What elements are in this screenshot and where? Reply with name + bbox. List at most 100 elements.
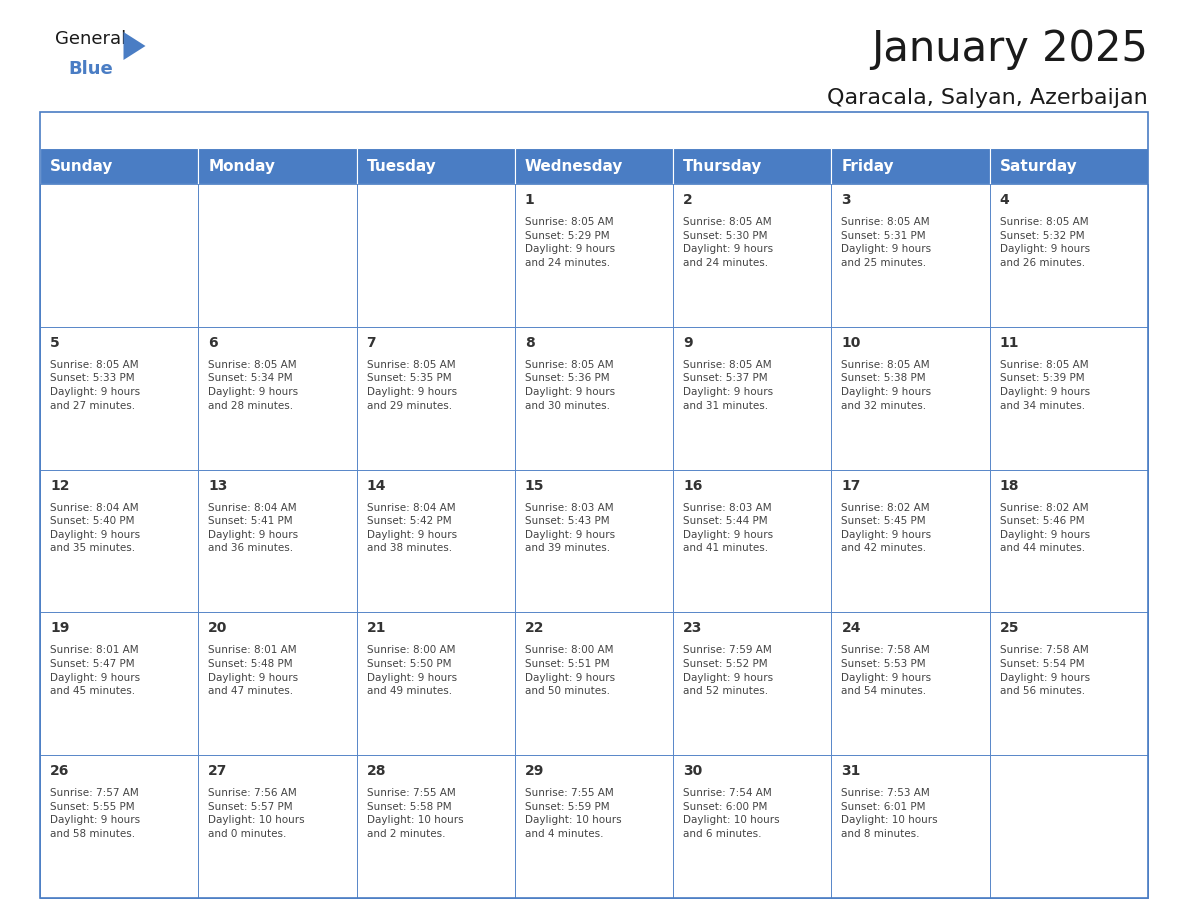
Text: Sunrise: 8:05 AM
Sunset: 5:29 PM
Daylight: 9 hours
and 24 minutes.: Sunrise: 8:05 AM Sunset: 5:29 PM Dayligh…	[525, 217, 615, 268]
Bar	[198, 470, 356, 612]
Text: Sunrise: 8:02 AM
Sunset: 5:45 PM
Daylight: 9 hours
and 42 minutes.: Sunrise: 8:02 AM Sunset: 5:45 PM Dayligh…	[841, 502, 931, 554]
Bar	[198, 327, 356, 470]
Bar	[990, 470, 1148, 612]
Bar	[514, 756, 674, 898]
Polygon shape	[124, 32, 145, 60]
Bar	[40, 327, 198, 470]
Text: Sunrise: 7:55 AM
Sunset: 5:59 PM
Daylight: 10 hours
and 4 minutes.: Sunrise: 7:55 AM Sunset: 5:59 PM Dayligh…	[525, 789, 621, 839]
Text: Sunrise: 8:05 AM
Sunset: 5:34 PM
Daylight: 9 hours
and 28 minutes.: Sunrise: 8:05 AM Sunset: 5:34 PM Dayligh…	[208, 360, 298, 410]
Text: Sunrise: 8:05 AM
Sunset: 5:33 PM
Daylight: 9 hours
and 27 minutes.: Sunrise: 8:05 AM Sunset: 5:33 PM Dayligh…	[50, 360, 140, 410]
Bar	[356, 327, 514, 470]
Text: 13: 13	[208, 478, 228, 493]
Text: 18: 18	[1000, 478, 1019, 493]
Text: 2: 2	[683, 193, 693, 207]
Text: Sunrise: 8:05 AM
Sunset: 5:36 PM
Daylight: 9 hours
and 30 minutes.: Sunrise: 8:05 AM Sunset: 5:36 PM Dayligh…	[525, 360, 615, 410]
Text: Sunrise: 8:05 AM
Sunset: 5:32 PM
Daylight: 9 hours
and 26 minutes.: Sunrise: 8:05 AM Sunset: 5:32 PM Dayligh…	[1000, 217, 1089, 268]
Bar	[990, 327, 1148, 470]
Text: 26: 26	[50, 764, 69, 778]
Text: Sunrise: 8:04 AM
Sunset: 5:40 PM
Daylight: 9 hours
and 35 minutes.: Sunrise: 8:04 AM Sunset: 5:40 PM Dayligh…	[50, 502, 140, 554]
Text: Sunrise: 8:03 AM
Sunset: 5:43 PM
Daylight: 9 hours
and 39 minutes.: Sunrise: 8:03 AM Sunset: 5:43 PM Dayligh…	[525, 502, 615, 554]
Text: 5: 5	[50, 336, 59, 350]
Text: January 2025: January 2025	[871, 28, 1148, 70]
Text: Sunday: Sunday	[50, 159, 113, 174]
Text: 14: 14	[367, 478, 386, 493]
Text: Qaracala, Salyan, Azerbaijan: Qaracala, Salyan, Azerbaijan	[827, 88, 1148, 108]
Text: Sunrise: 8:01 AM
Sunset: 5:48 PM
Daylight: 9 hours
and 47 minutes.: Sunrise: 8:01 AM Sunset: 5:48 PM Dayligh…	[208, 645, 298, 696]
Text: 9: 9	[683, 336, 693, 350]
Text: Sunrise: 8:05 AM
Sunset: 5:30 PM
Daylight: 9 hours
and 24 minutes.: Sunrise: 8:05 AM Sunset: 5:30 PM Dayligh…	[683, 217, 773, 268]
Text: 29: 29	[525, 764, 544, 778]
Bar	[40, 148, 198, 184]
Text: Friday: Friday	[841, 159, 895, 174]
Text: 21: 21	[367, 621, 386, 635]
Text: Sunrise: 8:04 AM
Sunset: 5:42 PM
Daylight: 9 hours
and 38 minutes.: Sunrise: 8:04 AM Sunset: 5:42 PM Dayligh…	[367, 502, 456, 554]
Text: 22: 22	[525, 621, 544, 635]
Bar	[832, 612, 990, 756]
Bar	[514, 148, 674, 184]
Bar	[832, 470, 990, 612]
Bar	[356, 612, 514, 756]
Bar	[674, 184, 832, 327]
Bar	[40, 612, 198, 756]
Bar	[198, 612, 356, 756]
Text: 31: 31	[841, 764, 861, 778]
Text: 19: 19	[50, 621, 69, 635]
Text: 3: 3	[841, 193, 851, 207]
Text: Sunrise: 7:55 AM
Sunset: 5:58 PM
Daylight: 10 hours
and 2 minutes.: Sunrise: 7:55 AM Sunset: 5:58 PM Dayligh…	[367, 789, 463, 839]
Text: Blue: Blue	[68, 60, 113, 78]
Text: Sunrise: 7:59 AM
Sunset: 5:52 PM
Daylight: 9 hours
and 52 minutes.: Sunrise: 7:59 AM Sunset: 5:52 PM Dayligh…	[683, 645, 773, 696]
Text: Sunrise: 8:05 AM
Sunset: 5:39 PM
Daylight: 9 hours
and 34 minutes.: Sunrise: 8:05 AM Sunset: 5:39 PM Dayligh…	[1000, 360, 1089, 410]
Text: 8: 8	[525, 336, 535, 350]
Bar	[674, 756, 832, 898]
Text: 24: 24	[841, 621, 861, 635]
Text: Monday: Monday	[208, 159, 276, 174]
Bar	[514, 612, 674, 756]
Text: Sunrise: 8:00 AM
Sunset: 5:50 PM
Daylight: 9 hours
and 49 minutes.: Sunrise: 8:00 AM Sunset: 5:50 PM Dayligh…	[367, 645, 456, 696]
Bar	[198, 756, 356, 898]
Text: 27: 27	[208, 764, 228, 778]
Bar	[832, 184, 990, 327]
Text: Sunrise: 7:58 AM
Sunset: 5:53 PM
Daylight: 9 hours
and 54 minutes.: Sunrise: 7:58 AM Sunset: 5:53 PM Dayligh…	[841, 645, 931, 696]
Text: Saturday: Saturday	[1000, 159, 1078, 174]
Text: Sunrise: 7:54 AM
Sunset: 6:00 PM
Daylight: 10 hours
and 6 minutes.: Sunrise: 7:54 AM Sunset: 6:00 PM Dayligh…	[683, 789, 779, 839]
Bar	[356, 148, 514, 184]
Text: Sunrise: 8:05 AM
Sunset: 5:35 PM
Daylight: 9 hours
and 29 minutes.: Sunrise: 8:05 AM Sunset: 5:35 PM Dayligh…	[367, 360, 456, 410]
Text: Sunrise: 8:02 AM
Sunset: 5:46 PM
Daylight: 9 hours
and 44 minutes.: Sunrise: 8:02 AM Sunset: 5:46 PM Dayligh…	[1000, 502, 1089, 554]
Bar	[198, 184, 356, 327]
Text: Sunrise: 8:01 AM
Sunset: 5:47 PM
Daylight: 9 hours
and 45 minutes.: Sunrise: 8:01 AM Sunset: 5:47 PM Dayligh…	[50, 645, 140, 696]
Text: Sunrise: 8:05 AM
Sunset: 5:37 PM
Daylight: 9 hours
and 31 minutes.: Sunrise: 8:05 AM Sunset: 5:37 PM Dayligh…	[683, 360, 773, 410]
Text: 20: 20	[208, 621, 228, 635]
Bar	[674, 148, 832, 184]
Text: 16: 16	[683, 478, 702, 493]
Text: 30: 30	[683, 764, 702, 778]
Text: 28: 28	[367, 764, 386, 778]
Bar	[514, 184, 674, 327]
Bar	[990, 756, 1148, 898]
Bar	[674, 470, 832, 612]
Text: 17: 17	[841, 478, 861, 493]
Text: 15: 15	[525, 478, 544, 493]
Bar	[356, 184, 514, 327]
Bar	[356, 470, 514, 612]
Bar	[356, 756, 514, 898]
Text: Sunrise: 8:05 AM
Sunset: 5:38 PM
Daylight: 9 hours
and 32 minutes.: Sunrise: 8:05 AM Sunset: 5:38 PM Dayligh…	[841, 360, 931, 410]
Bar	[40, 184, 198, 327]
Bar	[832, 148, 990, 184]
Text: 10: 10	[841, 336, 861, 350]
Bar	[990, 184, 1148, 327]
Text: Sunrise: 7:58 AM
Sunset: 5:54 PM
Daylight: 9 hours
and 56 minutes.: Sunrise: 7:58 AM Sunset: 5:54 PM Dayligh…	[1000, 645, 1089, 696]
Bar	[514, 327, 674, 470]
Text: Sunrise: 8:00 AM
Sunset: 5:51 PM
Daylight: 9 hours
and 50 minutes.: Sunrise: 8:00 AM Sunset: 5:51 PM Dayligh…	[525, 645, 615, 696]
Bar	[40, 756, 198, 898]
Bar	[674, 612, 832, 756]
Bar	[674, 327, 832, 470]
Text: Sunrise: 8:03 AM
Sunset: 5:44 PM
Daylight: 9 hours
and 41 minutes.: Sunrise: 8:03 AM Sunset: 5:44 PM Dayligh…	[683, 502, 773, 554]
Bar	[514, 470, 674, 612]
Text: 6: 6	[208, 336, 217, 350]
Text: General: General	[55, 30, 126, 48]
Text: 25: 25	[1000, 621, 1019, 635]
Bar	[40, 470, 198, 612]
Text: Thursday: Thursday	[683, 159, 763, 174]
Bar	[832, 756, 990, 898]
Text: Wednesday: Wednesday	[525, 159, 624, 174]
